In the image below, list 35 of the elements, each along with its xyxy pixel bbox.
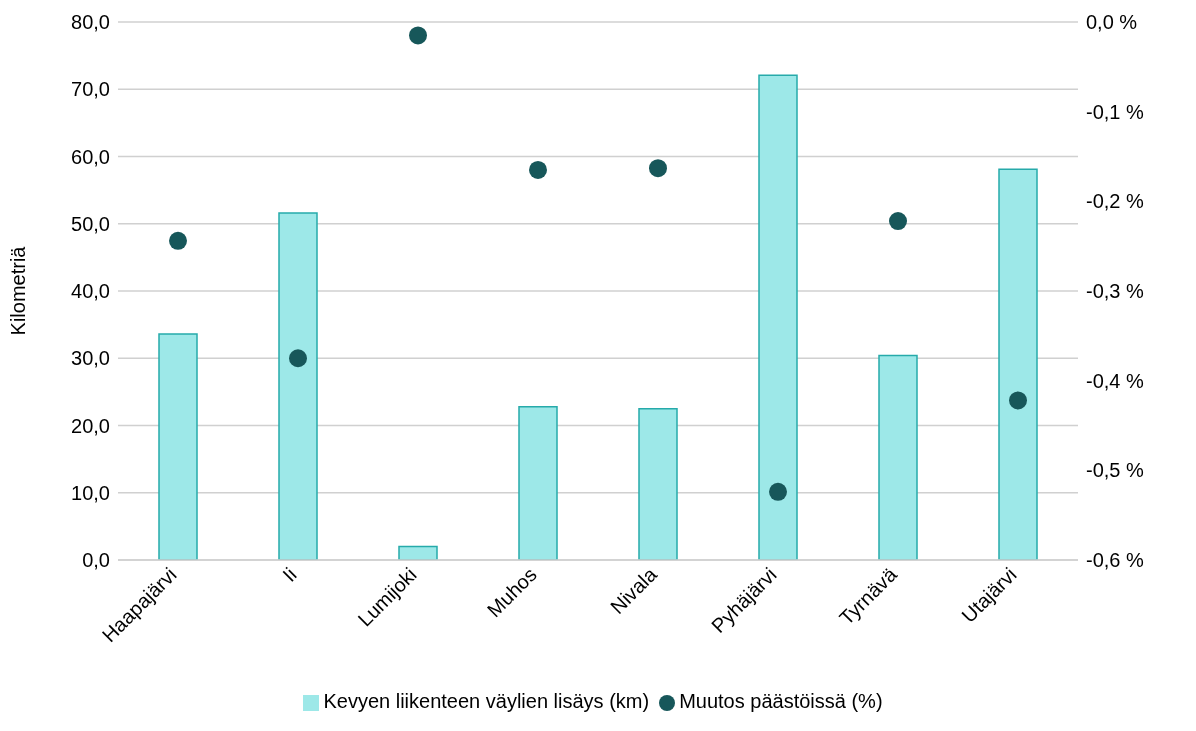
y-tick-label: 50,0 bbox=[71, 212, 110, 235]
y2-tick-label: -0,1 % bbox=[1086, 100, 1145, 123]
point bbox=[409, 26, 427, 45]
y-tick-label: 70,0 bbox=[71, 78, 110, 101]
y2-tick-label: -0,3 % bbox=[1086, 280, 1145, 303]
point bbox=[769, 482, 787, 501]
y2-tick-label: -0,4 % bbox=[1086, 369, 1145, 392]
y-tick-label: 40,0 bbox=[71, 280, 110, 303]
point bbox=[289, 349, 307, 368]
y-tick-label: 30,0 bbox=[71, 347, 110, 370]
bar bbox=[638, 407, 678, 560]
y-tick-label: 10,0 bbox=[71, 481, 110, 504]
point bbox=[889, 212, 907, 231]
y-tick-label: 80,0 bbox=[71, 11, 110, 34]
y2-tick-label: 0,0 % bbox=[1086, 11, 1138, 34]
y2-tick-label: -0,2 % bbox=[1086, 190, 1145, 213]
y2-tick-label: -0,5 % bbox=[1086, 459, 1145, 482]
bar bbox=[158, 333, 198, 560]
bar bbox=[998, 168, 1038, 560]
legend-label: Muutos päästöissä (%) bbox=[679, 690, 883, 712]
legend-label: Kevyen liikenteen väylien lisäys (km) bbox=[323, 690, 650, 712]
point bbox=[169, 231, 187, 250]
bar bbox=[398, 545, 438, 560]
y2-tick-label: -0,6 % bbox=[1086, 549, 1145, 572]
point bbox=[649, 159, 667, 178]
point bbox=[529, 160, 547, 179]
x-tick-label: Ii bbox=[278, 563, 301, 586]
bar bbox=[518, 405, 558, 560]
y-axis-title: Kilometriä bbox=[7, 245, 30, 336]
point bbox=[1009, 391, 1027, 410]
bar bbox=[758, 74, 798, 560]
y-tick-label: 20,0 bbox=[71, 414, 110, 437]
y-tick-label: 60,0 bbox=[71, 145, 110, 168]
bar bbox=[878, 354, 918, 560]
bar bbox=[278, 212, 318, 560]
